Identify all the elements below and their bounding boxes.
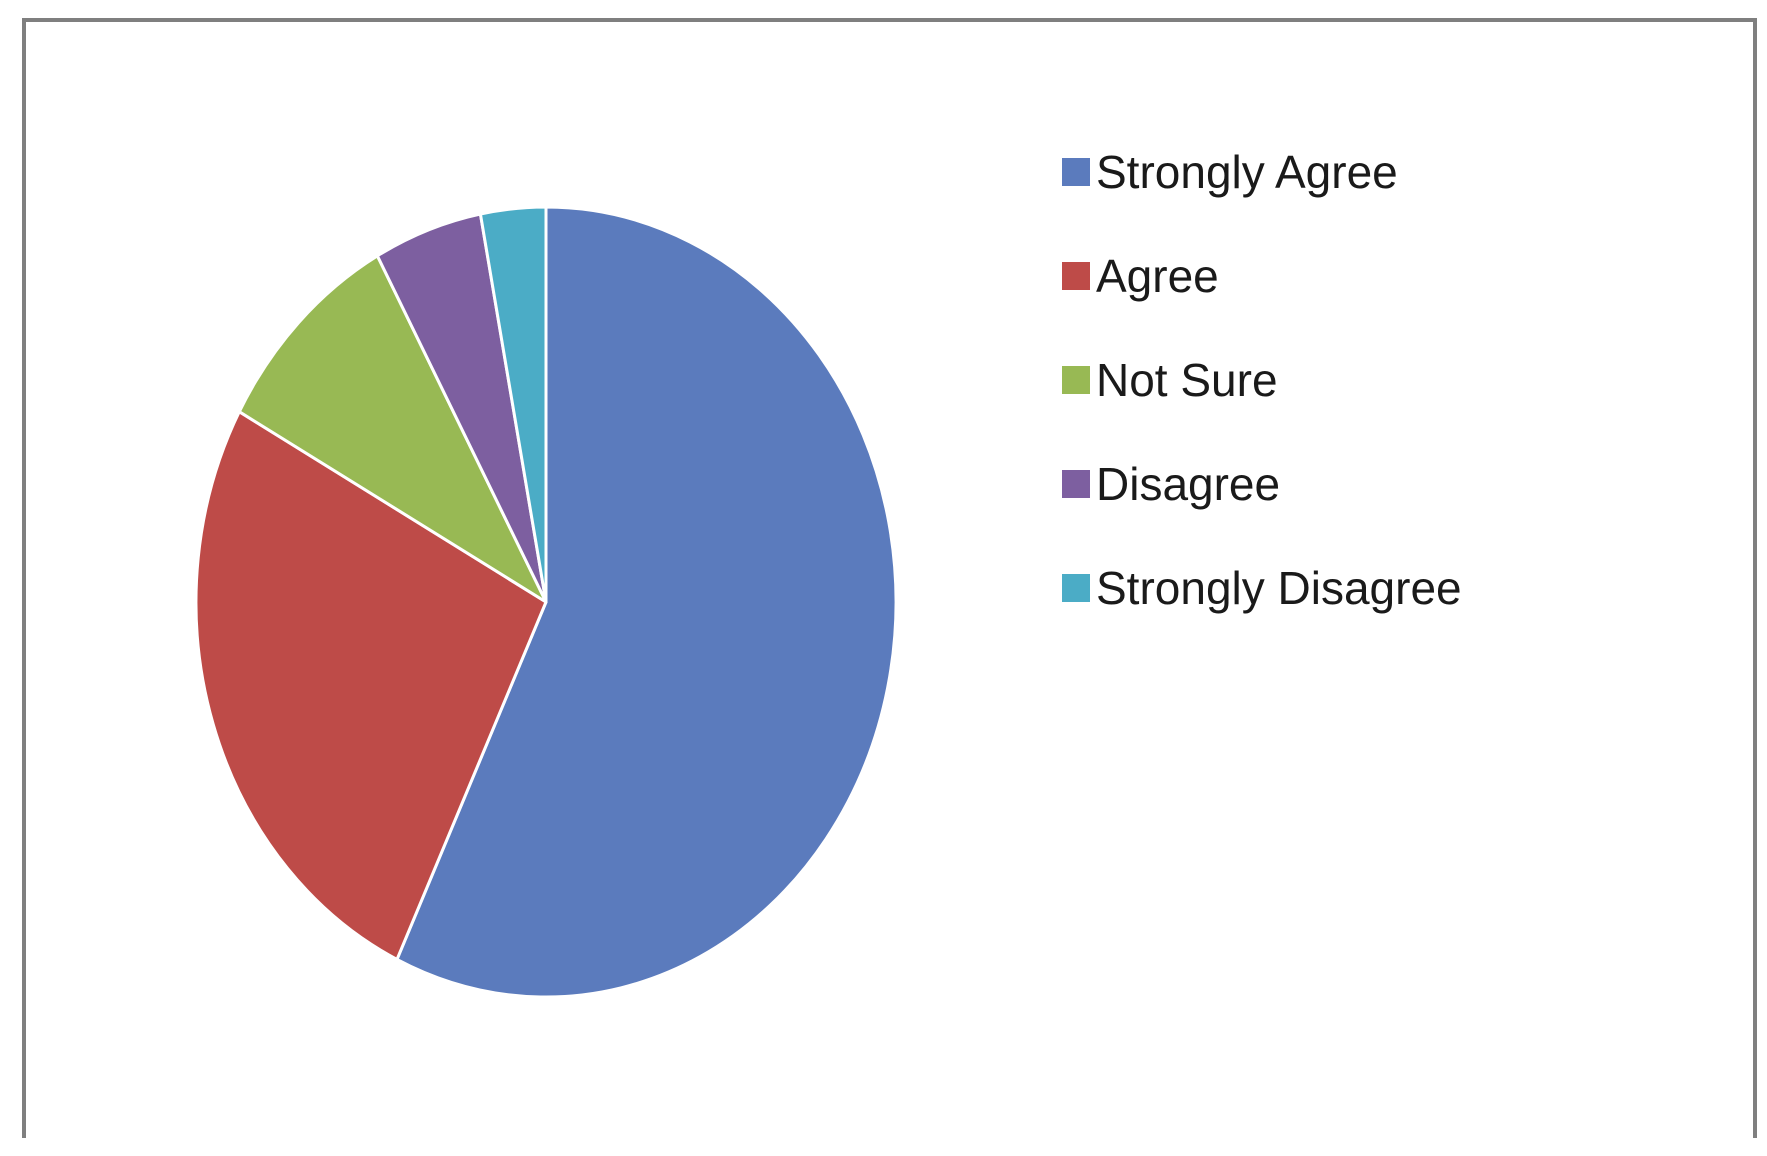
legend-label-strongly-agree: Strongly Agree bbox=[1096, 146, 1398, 198]
legend: Strongly Agree Agree Not Sure Disagree S… bbox=[1062, 146, 1462, 666]
pie-slice-not-sure bbox=[237, 254, 548, 604]
legend-item-disagree: Disagree bbox=[1062, 458, 1462, 562]
pie-slices bbox=[194, 205, 898, 999]
legend-item-not-sure: Not Sure bbox=[1062, 354, 1462, 458]
chart-frame: Strongly Agree Agree Not Sure Disagree S… bbox=[22, 18, 1757, 1138]
legend-swatch-agree bbox=[1062, 262, 1090, 290]
legend-label-agree: Agree bbox=[1096, 250, 1219, 302]
legend-label-disagree: Disagree bbox=[1096, 458, 1281, 510]
legend-item-strongly-disagree: Strongly Disagree bbox=[1062, 562, 1462, 666]
legend-swatch-strongly-disagree bbox=[1062, 574, 1090, 602]
legend-item-agree: Agree bbox=[1062, 250, 1462, 354]
legend-label-not-sure: Not Sure bbox=[1096, 354, 1278, 406]
legend-swatch-not-sure bbox=[1062, 366, 1090, 394]
legend-label-strongly-disagree: Strongly Disagree bbox=[1096, 562, 1462, 614]
pie-slice-strongly-disagree bbox=[478, 205, 548, 604]
legend-swatch-disagree bbox=[1062, 470, 1090, 498]
pie-slice-strongly-agree bbox=[395, 205, 898, 999]
pie-chart bbox=[194, 205, 898, 999]
legend-swatch-strongly-agree bbox=[1062, 158, 1090, 186]
legend-item-strongly-agree: Strongly Agree bbox=[1062, 146, 1462, 250]
